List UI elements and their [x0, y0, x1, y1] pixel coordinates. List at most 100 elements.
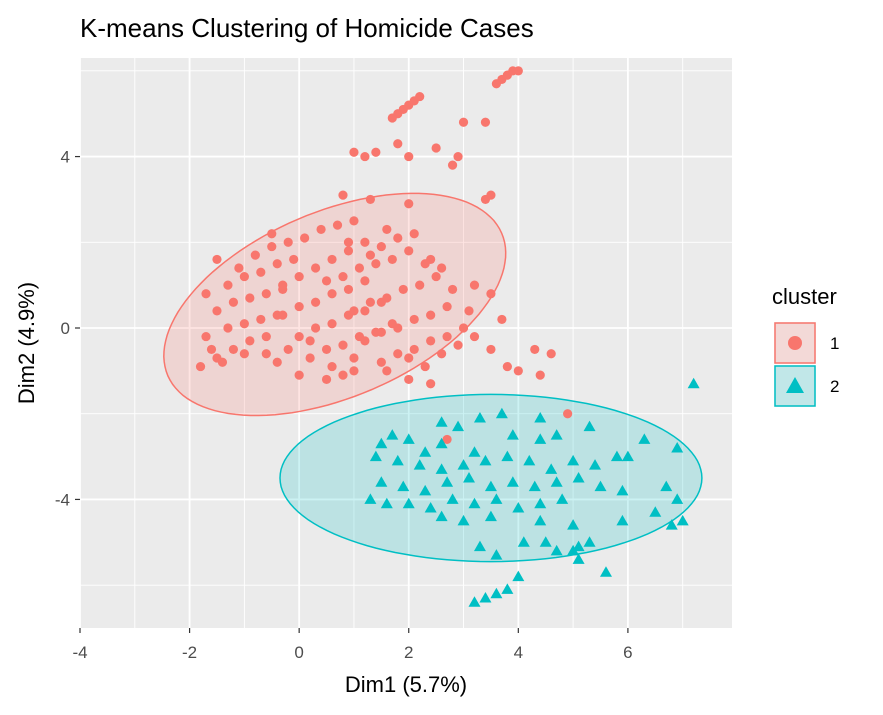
cluster-2-point [572, 472, 585, 483]
cluster-2-point [369, 450, 382, 462]
cluster-1-point [338, 190, 348, 200]
cluster-2-point [528, 480, 541, 492]
cluster-2-point [512, 502, 525, 513]
cluster-1-point [354, 263, 365, 273]
cluster-2-point [616, 484, 629, 496]
cluster-1-point [338, 370, 348, 380]
cluster-1-point [294, 370, 304, 380]
cluster-1-point [267, 241, 277, 252]
cluster-2-point [638, 433, 651, 444]
cluster-1-point [212, 306, 222, 316]
x-tick-label: 0 [294, 643, 303, 662]
cluster-2-point [665, 519, 678, 530]
cluster-1-point [360, 151, 370, 162]
cluster-1-point [217, 357, 228, 367]
cluster-1-point [261, 349, 271, 359]
cluster-1-point [349, 216, 359, 226]
cluster-1-point [398, 284, 408, 295]
cluster-1-point [343, 237, 354, 247]
cluster-2-point [572, 553, 585, 564]
cluster-2-point [402, 433, 415, 444]
cluster-2-point [572, 540, 585, 552]
cluster-2-point [435, 416, 448, 427]
cluster-2-point [490, 587, 503, 599]
cluster-1-point [294, 331, 304, 342]
cluster-1-point [513, 66, 523, 76]
cluster-2-point [479, 454, 492, 466]
legend-title: cluster [772, 284, 837, 309]
x-tick-label: -4 [72, 643, 87, 662]
cluster-1-point [321, 276, 332, 286]
cluster-1-point [278, 310, 288, 320]
cluster-2-point [495, 407, 508, 419]
cluster-1-point [212, 254, 222, 265]
cluster-1-point [228, 297, 239, 307]
cluster-1-point [305, 336, 315, 346]
cluster-1-point [321, 374, 332, 385]
cluster-1-point [442, 331, 452, 342]
cluster-2-point [402, 497, 415, 509]
cluster-1-point [206, 344, 217, 355]
cluster-1-point [239, 271, 249, 282]
cluster-1-point [256, 314, 266, 325]
cluster-2-point [671, 442, 684, 453]
cluster-1-point [343, 284, 354, 295]
cluster-1-point [195, 361, 206, 372]
cluster-1-ellipse [163, 192, 507, 417]
cluster-2-point [473, 540, 486, 552]
cluster-1-point [437, 349, 447, 359]
cluster-1-point [338, 271, 348, 282]
cluster-1-point [415, 91, 425, 102]
cluster-1-point [469, 331, 480, 342]
cluster-1-point [245, 293, 255, 303]
cluster-ellipses [163, 192, 703, 563]
cluster-2-point [463, 472, 476, 483]
cluster-1-point [437, 263, 447, 273]
cluster-1-point [447, 284, 458, 295]
cluster-2-point [457, 459, 470, 470]
cluster-2-point [583, 420, 596, 432]
cluster-1-point [360, 306, 370, 316]
cluster-2-point [446, 493, 459, 504]
cluster-1-point [261, 289, 271, 299]
cluster-2-point [468, 497, 481, 509]
cluster-2-point [419, 446, 432, 457]
cluster-1-point [256, 267, 266, 277]
cluster-2-point [599, 566, 612, 577]
cluster-1-point [480, 117, 491, 127]
cluster-1-point [360, 237, 370, 247]
cluster-1-point [371, 259, 381, 269]
cluster-1-point [453, 340, 463, 350]
cluster-1-point [546, 349, 556, 359]
x-tick-label: 4 [514, 643, 523, 662]
cluster-1-point [360, 336, 370, 346]
cluster-2-point [621, 450, 634, 462]
cluster-1-point [420, 361, 430, 372]
cluster-2-point [567, 519, 580, 530]
cluster-1-point [228, 344, 239, 355]
cluster-1-point [415, 280, 425, 290]
cluster-2-point [452, 420, 465, 432]
cluster-1-point [272, 357, 282, 367]
cluster-1-point [409, 314, 419, 325]
data-points [195, 66, 700, 607]
x-axis-label: Dim1 (5.7%) [345, 672, 467, 697]
cluster-1-point [327, 254, 337, 265]
y-tick-label: -4 [55, 490, 70, 509]
cluster-2-point [468, 596, 481, 607]
y-axis-label: Dim2 (4.9%) [14, 282, 39, 404]
cluster-1-point [327, 361, 337, 372]
x-tick-label: -2 [182, 643, 197, 662]
cluster-1-point [349, 306, 359, 316]
cluster-1-point [458, 117, 469, 127]
cluster-1-point [267, 229, 277, 239]
cluster-2-point [616, 514, 629, 526]
cluster-1-point [250, 250, 260, 260]
cluster-1-point [278, 280, 288, 290]
cluster-2-point [550, 429, 563, 440]
y-axis-ticks: -4 0 4 [55, 148, 80, 509]
cluster-1-point [223, 323, 233, 333]
cluster-1-point [382, 366, 392, 376]
cluster-2-point [589, 459, 602, 470]
cluster-1-point [426, 379, 436, 389]
